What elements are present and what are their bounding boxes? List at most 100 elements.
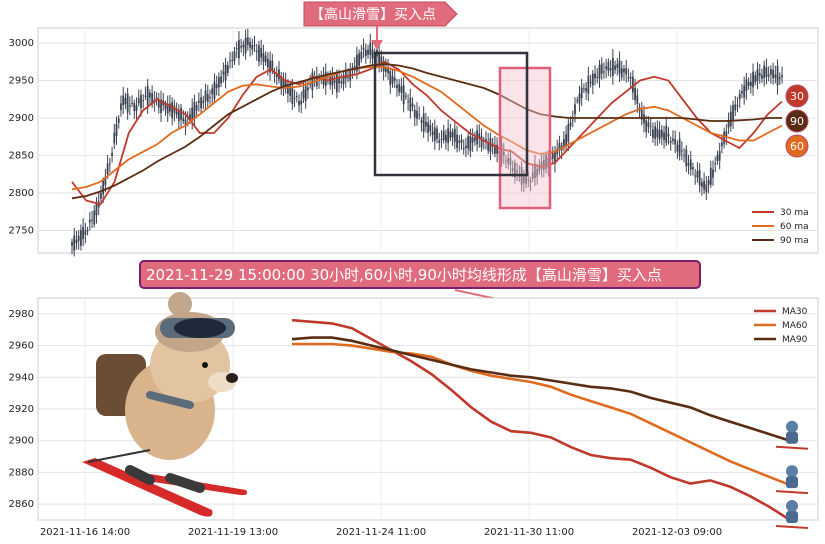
candle-body xyxy=(104,176,107,185)
candle-body xyxy=(209,96,211,98)
candle-body xyxy=(224,64,227,81)
candle-body xyxy=(451,131,454,138)
candle-body xyxy=(200,97,202,109)
candle-body xyxy=(716,155,719,161)
candle-body xyxy=(607,62,610,71)
candle-body xyxy=(736,105,739,107)
top-y-tick-label: 2950 xyxy=(9,76,34,87)
candle-body xyxy=(298,101,300,106)
candle-body xyxy=(108,163,111,165)
callout-shape xyxy=(303,1,458,27)
candle-body xyxy=(155,97,158,100)
candle-body xyxy=(258,45,260,62)
candle-body xyxy=(567,124,570,143)
candle-body xyxy=(75,239,78,244)
bottom-line-MA90 xyxy=(291,336,791,442)
candle-body xyxy=(669,140,672,143)
candle-body xyxy=(140,94,142,109)
ma-badge-30 xyxy=(785,84,809,108)
candle-body xyxy=(656,128,659,138)
candle-body xyxy=(709,167,712,185)
candle-body xyxy=(429,124,432,132)
top-ma-lines xyxy=(71,60,783,206)
candle-body xyxy=(436,128,438,139)
candle-body xyxy=(286,85,289,94)
candle-body xyxy=(616,64,619,68)
skier-dog-illustration xyxy=(82,292,248,517)
candle-body xyxy=(752,71,754,88)
candle-body xyxy=(534,163,536,178)
top-y-tick-label: 2850 xyxy=(9,151,34,162)
candle-body xyxy=(493,144,496,154)
candle-body xyxy=(211,88,214,95)
candle-body xyxy=(473,137,476,141)
candle-body xyxy=(674,139,677,145)
top-panel: 2750 2800 2850 2900 2950 3000 【高山滑雪】买入点 30 90 6… xyxy=(9,1,819,257)
candle-body xyxy=(409,97,412,112)
candle-body xyxy=(262,53,265,62)
ma-badge-label: 30 xyxy=(790,90,804,103)
candle-body xyxy=(344,69,347,79)
candle-body xyxy=(191,107,194,121)
bottom-y-tick-label: 2900 xyxy=(9,436,34,447)
candle-body xyxy=(255,50,258,52)
candle-body xyxy=(358,53,361,66)
candle-body xyxy=(447,128,450,144)
candle-body xyxy=(184,119,187,127)
candle-body xyxy=(238,40,240,59)
candle-body xyxy=(117,118,120,123)
candle-body xyxy=(440,139,443,141)
candle-body xyxy=(781,75,783,78)
candle-body xyxy=(745,79,748,92)
candle-body xyxy=(222,71,225,75)
candle-body xyxy=(489,138,492,153)
candle-body xyxy=(126,93,129,113)
candle-body xyxy=(367,49,369,55)
top-callout: 【高山滑雪】买入点 xyxy=(303,1,458,50)
candle-body xyxy=(160,99,162,114)
candle-body xyxy=(649,126,652,128)
candle-body xyxy=(142,100,145,102)
candle-body xyxy=(93,210,96,225)
candle-body xyxy=(531,172,534,179)
candle-body xyxy=(667,133,670,137)
candle-body xyxy=(182,118,185,122)
candle-body xyxy=(407,101,409,103)
candle-body xyxy=(411,103,414,107)
candle-body xyxy=(594,73,596,79)
candle-body xyxy=(727,121,730,128)
banner-box xyxy=(139,260,701,289)
candle-body xyxy=(589,81,592,83)
candle-body xyxy=(404,95,407,97)
candle-body xyxy=(115,123,118,136)
candle-body xyxy=(754,75,757,83)
candle-body xyxy=(431,131,434,135)
candle-body xyxy=(502,151,505,156)
candle-body xyxy=(100,192,102,199)
candle-body xyxy=(636,95,639,104)
candle-body xyxy=(772,69,774,79)
candle-body xyxy=(369,42,372,55)
candle-body xyxy=(275,74,278,78)
candle-body xyxy=(302,89,305,99)
candle-body xyxy=(774,74,777,78)
candle-body xyxy=(767,74,770,77)
candle-body xyxy=(562,138,565,147)
candle-body xyxy=(522,175,525,184)
candle-body xyxy=(692,167,694,170)
banner-text: 2021-11-29 15:00:00 30小时,60小时,90小时均线形成【高… xyxy=(146,266,662,284)
candle-body xyxy=(741,91,743,94)
candle-body xyxy=(545,154,547,169)
signal-highlight xyxy=(498,66,552,210)
candle-body xyxy=(180,107,182,120)
candle-body xyxy=(413,109,416,118)
candle-body xyxy=(266,58,269,68)
candle-body xyxy=(246,37,249,45)
candle-body xyxy=(689,159,692,170)
candle-body xyxy=(647,122,650,127)
candle-body xyxy=(511,168,514,171)
mini-skier-icon xyxy=(775,500,809,529)
candle-body xyxy=(146,86,149,106)
candle-body xyxy=(458,140,461,143)
candle-body xyxy=(694,175,697,177)
